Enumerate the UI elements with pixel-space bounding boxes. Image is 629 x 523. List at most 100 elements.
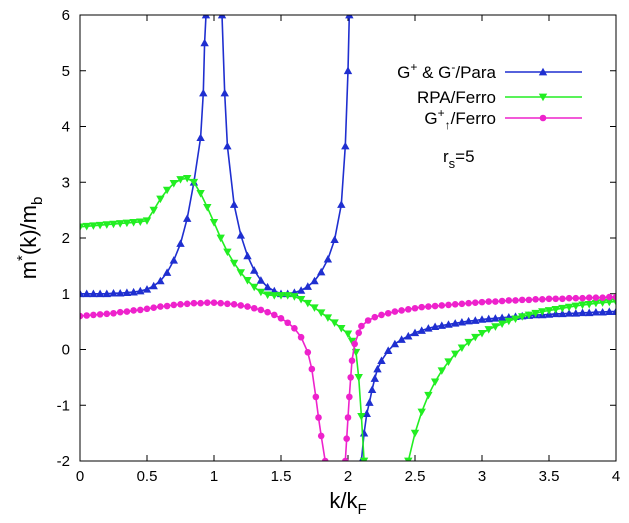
data-point xyxy=(136,218,145,227)
data-point xyxy=(571,309,580,317)
data-point xyxy=(343,330,353,339)
x-tick-label: 4 xyxy=(612,468,620,485)
data-point xyxy=(250,266,259,274)
data-point xyxy=(444,358,453,366)
data-point xyxy=(444,320,453,328)
data-point xyxy=(116,288,125,297)
data-point xyxy=(156,195,165,204)
data-point xyxy=(95,289,105,298)
x-tick-label: 2.5 xyxy=(405,468,426,485)
data-point xyxy=(424,324,433,332)
data-point xyxy=(109,288,118,297)
series-line xyxy=(80,301,326,461)
data-point xyxy=(457,317,467,326)
x-tick-label: 3 xyxy=(478,468,486,485)
data-point xyxy=(384,309,392,317)
data-point xyxy=(347,337,357,346)
data-point xyxy=(323,254,333,263)
data-point xyxy=(425,303,432,310)
data-point xyxy=(377,356,386,365)
data-point xyxy=(345,15,354,19)
data-point xyxy=(196,190,205,198)
data-point xyxy=(579,294,586,302)
data-point xyxy=(404,457,413,461)
data-point xyxy=(230,301,238,308)
y-tick-label: -1 xyxy=(57,397,70,414)
data-point xyxy=(605,298,614,307)
data-point xyxy=(89,222,98,230)
data-point xyxy=(142,285,152,293)
data-point xyxy=(478,298,486,306)
data-point xyxy=(524,311,534,320)
data-point xyxy=(142,217,152,225)
data-point xyxy=(373,364,382,373)
data-point xyxy=(578,308,587,317)
data-point xyxy=(296,286,306,294)
data-point xyxy=(355,329,363,337)
x-tick-label: 1 xyxy=(210,468,218,485)
legend-swatch-marker xyxy=(538,93,548,102)
data-point xyxy=(116,308,124,316)
data-point xyxy=(343,66,353,75)
data-point xyxy=(308,365,316,373)
series-line xyxy=(360,310,616,461)
data-point xyxy=(203,203,212,212)
data-point xyxy=(585,294,593,301)
data-point xyxy=(229,200,239,208)
data-point xyxy=(223,141,232,150)
legend-swatch-marker xyxy=(538,67,548,76)
data-point xyxy=(532,296,539,303)
data-point xyxy=(357,413,366,421)
data-point xyxy=(544,307,554,315)
data-point xyxy=(390,339,400,348)
legend-item: G+↑/Ferro xyxy=(424,106,582,132)
x-tick-label: 0.5 xyxy=(137,468,158,485)
data-point xyxy=(606,293,613,301)
data-point xyxy=(80,312,84,320)
data-point xyxy=(236,269,245,277)
data-point xyxy=(464,338,473,347)
data-point xyxy=(110,309,117,317)
data-point xyxy=(317,267,326,276)
x-tick-label: 2 xyxy=(344,468,352,485)
data-point xyxy=(484,326,493,334)
data-point xyxy=(592,294,600,301)
data-point xyxy=(270,292,279,300)
data-point xyxy=(591,307,601,316)
series-2 xyxy=(80,174,616,461)
data-point xyxy=(585,308,594,317)
data-point xyxy=(157,303,164,310)
y-tick-label: 2 xyxy=(62,230,70,247)
data-point xyxy=(217,299,224,307)
data-point xyxy=(591,299,601,308)
data-point xyxy=(525,296,533,304)
tick-labels: 0 0.5 1 1.5 2 2.5 3 3.5 4 -2 -1 0 1 2 3 4 5 6 xyxy=(57,7,621,485)
data-point xyxy=(424,391,433,400)
data-point xyxy=(89,289,98,298)
x-tick-label: 3.5 xyxy=(539,468,560,485)
data-point xyxy=(410,328,420,337)
data-point xyxy=(237,302,245,309)
data-point xyxy=(199,88,208,97)
data-point xyxy=(150,304,157,311)
data-point xyxy=(123,308,131,315)
data-point xyxy=(485,298,493,305)
data-point xyxy=(430,378,440,387)
data-point xyxy=(343,435,350,443)
data-point xyxy=(405,306,412,313)
data-point xyxy=(471,316,480,324)
data-point xyxy=(518,313,527,321)
data-point xyxy=(103,310,111,318)
data-point xyxy=(531,309,540,318)
data-point xyxy=(176,176,185,184)
data-point xyxy=(451,301,459,308)
data-point xyxy=(552,295,559,303)
data-point xyxy=(303,282,312,290)
data-point xyxy=(348,357,356,364)
y-tick-label: 4 xyxy=(62,119,70,136)
data-point xyxy=(277,314,285,322)
data-point xyxy=(196,133,205,142)
data-point xyxy=(83,312,90,319)
data-point xyxy=(398,307,405,314)
rs-annotation: rs=5 xyxy=(443,147,475,171)
